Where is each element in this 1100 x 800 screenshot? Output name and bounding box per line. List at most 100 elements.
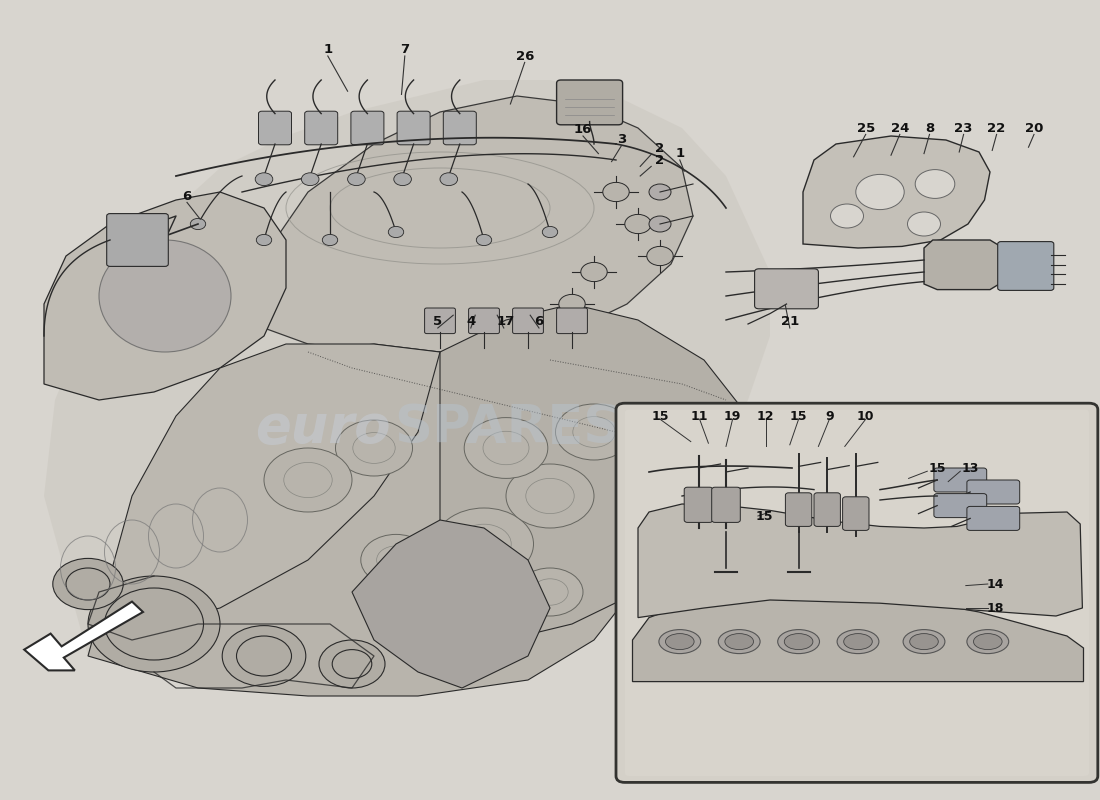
- FancyBboxPatch shape: [443, 111, 476, 145]
- Text: 22: 22: [988, 122, 1005, 134]
- Polygon shape: [24, 602, 143, 670]
- Text: 15: 15: [790, 410, 807, 422]
- Polygon shape: [44, 80, 770, 696]
- Circle shape: [319, 640, 385, 688]
- Text: 19: 19: [724, 410, 741, 422]
- Ellipse shape: [778, 630, 820, 654]
- Text: 24: 24: [891, 122, 909, 134]
- Text: 14: 14: [987, 578, 1004, 590]
- FancyBboxPatch shape: [616, 403, 1098, 782]
- FancyBboxPatch shape: [934, 494, 987, 518]
- Circle shape: [440, 173, 458, 186]
- Text: 16: 16: [574, 123, 592, 136]
- FancyBboxPatch shape: [258, 111, 292, 145]
- Text: 20: 20: [1025, 122, 1043, 134]
- Ellipse shape: [666, 634, 694, 650]
- Circle shape: [506, 464, 594, 528]
- Ellipse shape: [718, 630, 760, 654]
- Polygon shape: [242, 96, 693, 352]
- FancyBboxPatch shape: [934, 468, 987, 492]
- Polygon shape: [44, 192, 286, 400]
- Circle shape: [88, 576, 220, 672]
- Text: 15: 15: [928, 462, 946, 474]
- Circle shape: [581, 262, 607, 282]
- Circle shape: [190, 218, 206, 230]
- Circle shape: [434, 508, 534, 580]
- Text: 2: 2: [656, 154, 664, 166]
- FancyBboxPatch shape: [469, 308, 499, 334]
- Polygon shape: [440, 304, 748, 640]
- FancyBboxPatch shape: [625, 410, 1089, 776]
- Text: 6: 6: [183, 190, 191, 202]
- Text: 3: 3: [617, 133, 626, 146]
- Circle shape: [556, 404, 632, 460]
- Polygon shape: [803, 136, 990, 248]
- Ellipse shape: [974, 634, 1002, 650]
- Ellipse shape: [837, 630, 879, 654]
- FancyBboxPatch shape: [305, 111, 338, 145]
- FancyBboxPatch shape: [425, 308, 455, 334]
- Text: 6: 6: [535, 315, 543, 328]
- Ellipse shape: [725, 634, 754, 650]
- Ellipse shape: [99, 240, 231, 352]
- Circle shape: [517, 568, 583, 616]
- Ellipse shape: [910, 634, 938, 650]
- Polygon shape: [88, 344, 638, 696]
- Ellipse shape: [903, 630, 945, 654]
- Circle shape: [625, 214, 651, 234]
- Text: 5: 5: [433, 315, 442, 328]
- Text: 25: 25: [857, 122, 874, 134]
- Circle shape: [856, 174, 904, 210]
- Text: 23: 23: [955, 122, 972, 134]
- Text: 12: 12: [757, 410, 774, 422]
- Circle shape: [603, 182, 629, 202]
- Text: 11: 11: [691, 410, 708, 422]
- FancyBboxPatch shape: [557, 308, 587, 334]
- FancyBboxPatch shape: [397, 111, 430, 145]
- Circle shape: [649, 216, 671, 232]
- FancyBboxPatch shape: [785, 493, 812, 526]
- FancyBboxPatch shape: [107, 214, 168, 266]
- Text: 1: 1: [675, 147, 684, 160]
- Circle shape: [322, 234, 338, 246]
- Circle shape: [559, 294, 585, 314]
- Text: 9: 9: [825, 410, 834, 422]
- Ellipse shape: [784, 634, 813, 650]
- Text: 7: 7: [400, 43, 409, 56]
- Circle shape: [348, 173, 365, 186]
- Circle shape: [424, 580, 500, 636]
- FancyBboxPatch shape: [351, 111, 384, 145]
- FancyBboxPatch shape: [684, 487, 713, 522]
- Text: euro: euro: [255, 402, 390, 454]
- Polygon shape: [638, 504, 1082, 618]
- Text: 4: 4: [466, 315, 475, 328]
- Circle shape: [361, 534, 431, 586]
- Text: 13: 13: [961, 462, 979, 474]
- Circle shape: [256, 234, 272, 246]
- Text: 15: 15: [651, 410, 669, 422]
- Circle shape: [336, 420, 412, 476]
- Polygon shape: [352, 520, 550, 688]
- Circle shape: [647, 246, 673, 266]
- Text: 2: 2: [656, 142, 664, 154]
- Text: 1: 1: [323, 43, 332, 56]
- Circle shape: [915, 170, 955, 198]
- Circle shape: [388, 226, 404, 238]
- Text: 26: 26: [516, 50, 534, 62]
- Circle shape: [394, 173, 411, 186]
- Polygon shape: [110, 344, 440, 624]
- FancyBboxPatch shape: [998, 242, 1054, 290]
- FancyBboxPatch shape: [712, 487, 740, 522]
- Circle shape: [264, 448, 352, 512]
- Ellipse shape: [844, 634, 872, 650]
- Text: SPARES: SPARES: [394, 402, 622, 454]
- FancyBboxPatch shape: [755, 269, 818, 309]
- FancyBboxPatch shape: [843, 497, 869, 530]
- Circle shape: [301, 173, 319, 186]
- Circle shape: [464, 418, 548, 478]
- Text: 10: 10: [857, 410, 874, 422]
- Ellipse shape: [967, 630, 1009, 654]
- FancyBboxPatch shape: [513, 308, 543, 334]
- Circle shape: [908, 212, 940, 236]
- Circle shape: [542, 226, 558, 238]
